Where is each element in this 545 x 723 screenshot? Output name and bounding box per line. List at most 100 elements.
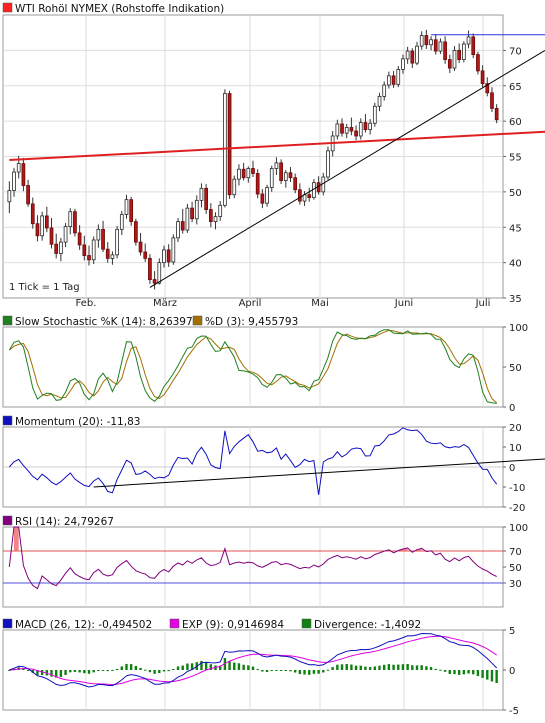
macd-divergence-bar: [420, 665, 423, 670]
candle-body: [255, 173, 260, 195]
macd-divergence-bar: [270, 670, 273, 671]
macd-divergence-bar: [50, 670, 53, 677]
indicator-tick-label: -10: [509, 483, 525, 494]
tick-note: 1 Tick = 1 Tag: [9, 282, 80, 293]
stoch-d-line: [8, 329, 498, 404]
macd-divergence-bar: [251, 666, 255, 670]
macd-divergence-bar: [275, 669, 278, 671]
macd-divergence-bar: [111, 670, 114, 672]
candle-body: [265, 187, 269, 204]
macd-divergence-bar: [401, 664, 405, 670]
macd-divergence-bar: [359, 665, 362, 670]
legend-label: %D (3): 9,455793: [205, 316, 298, 328]
macd-divergence-bar: [55, 670, 58, 678]
macd-divergence-bar: [139, 667, 142, 670]
macd-divergence-bar: [331, 667, 334, 670]
macd-divergence-bar: [190, 663, 194, 670]
macd-divergence-bar: [97, 670, 100, 671]
price-tick-label: 70: [509, 46, 522, 57]
macd-divergence-bar: [92, 670, 95, 673]
macd-divergence-bar: [256, 669, 259, 671]
macd-divergence-bar: [378, 665, 381, 670]
macd-divergence-bar: [289, 670, 292, 672]
candle-body: [363, 122, 368, 131]
macd-divergence-bar: [429, 667, 433, 670]
candle-body: [115, 228, 119, 256]
candle-body: [424, 35, 429, 46]
macd-divergence-bar: [167, 670, 170, 672]
candle-body: [410, 50, 415, 64]
macd-divergence-bar: [120, 666, 123, 670]
price-tick-label: 55: [509, 153, 522, 164]
candle-body: [237, 168, 241, 180]
candle-body: [54, 243, 59, 254]
legend-label: RSI (14): 24,79267: [15, 516, 114, 528]
macd-divergence-bar: [158, 670, 161, 674]
candle-body: [246, 168, 251, 179]
macd-exp-line: [9, 635, 497, 686]
macd-divergence-bar: [308, 670, 311, 675]
rsi-line: [8, 526, 497, 590]
panel-frame-3: [2, 526, 504, 608]
candle-body: [447, 59, 452, 69]
candle-body: [138, 241, 143, 253]
candle-body: [485, 83, 490, 94]
price-tick-label: 40: [509, 259, 522, 270]
candle-body: [124, 199, 129, 215]
legend-swatch: [2, 415, 13, 426]
macd-divergence-bar: [134, 665, 138, 670]
macd-divergence-bar: [265, 670, 269, 673]
candle-body: [204, 187, 208, 210]
candle-body: [326, 150, 330, 178]
candle-body: [171, 237, 176, 263]
candle-body: [7, 190, 12, 203]
candle-body: [199, 187, 204, 201]
indicator-tick-label: 0: [509, 463, 515, 474]
macd-divergence-bar: [233, 662, 236, 670]
macd-divergence-bar: [73, 670, 77, 672]
candle-body: [148, 257, 152, 281]
candle-body: [180, 221, 185, 231]
candle-body: [419, 35, 424, 47]
candle-body: [87, 255, 91, 261]
panel-frame-1: [2, 326, 504, 408]
legend-swatch: [2, 515, 13, 526]
macd-divergence-bar: [125, 663, 128, 670]
price-legend-swatch: [2, 2, 13, 13]
macd-divergence-bar: [383, 664, 386, 670]
candle-body: [433, 39, 438, 52]
price-tick-label: 65: [509, 82, 522, 93]
indicator-tick-label: 50: [509, 363, 522, 374]
macd-divergence-bar: [186, 663, 189, 670]
indicator-tick-label: -20: [509, 503, 525, 514]
macd-divergence-bar: [26, 670, 30, 671]
candle-body: [49, 227, 54, 245]
macd-divergence-bar: [279, 670, 283, 671]
indicator-tick-label: 100: [509, 323, 528, 334]
macd-divergence-bar: [392, 664, 395, 670]
macd-divergence-bar: [368, 667, 372, 670]
candle-body: [471, 36, 476, 56]
macd-divergence-bar: [443, 670, 447, 672]
stoch-k-line: [8, 329, 497, 404]
macd-divergence-bar: [387, 664, 391, 670]
macd-divergence-bar: [467, 670, 470, 674]
candle-body: [368, 122, 372, 131]
macd-divergence-bar: [293, 670, 297, 673]
candle-body: [260, 193, 265, 204]
macd-divergence-bar: [322, 670, 325, 673]
candle-body: [396, 69, 401, 85]
macd-line: [9, 632, 498, 688]
candle-body: [12, 171, 16, 191]
candle-body: [457, 49, 462, 60]
candle-body: [152, 279, 157, 284]
candle-body: [251, 168, 255, 174]
candle-body: [194, 199, 199, 220]
candle-body: [452, 49, 457, 69]
macd-divergence-bar: [129, 664, 133, 670]
macd-divergence-bar: [22, 668, 25, 670]
candle-body: [16, 163, 21, 173]
price-tick-label: 60: [509, 117, 522, 128]
candle-body: [30, 203, 35, 225]
legend-label: Momentum (20): -11,83: [15, 416, 140, 428]
